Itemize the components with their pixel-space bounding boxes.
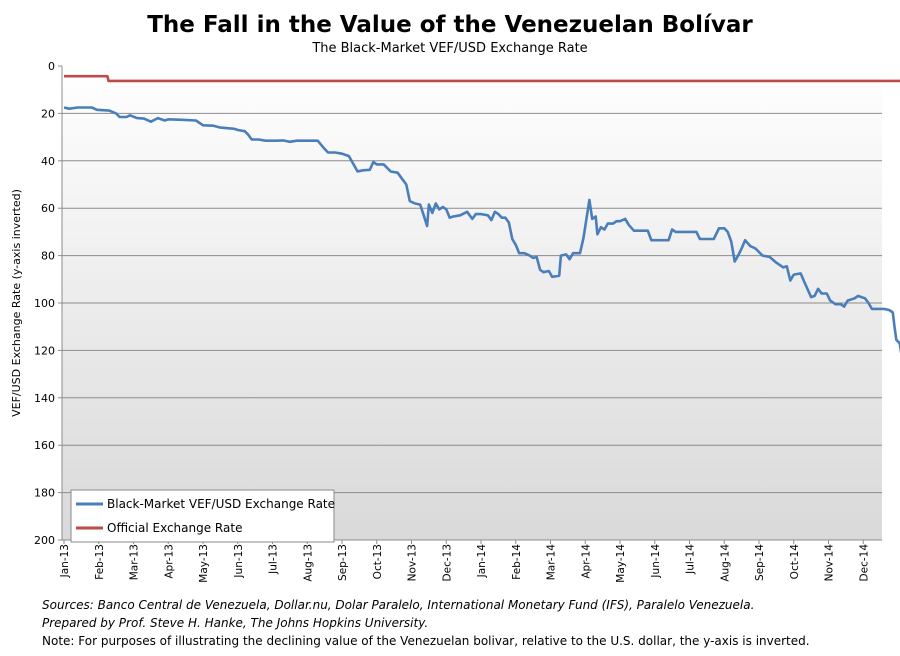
x-tick-label: Jun-13 [233,544,245,579]
legend-label-black-market: Black-Market VEF/USD Exchange Rate [107,497,335,511]
footer-prepared-by: Prepared by Prof. Steve H. Hanke, The Jo… [42,616,429,630]
x-tick-label: Jul-14 [685,544,697,575]
x-tick-label: Jun-14 [650,544,662,579]
x-tick-label: Oct-13 [372,544,384,579]
legend-box [70,489,335,543]
y-tick-label: 200 [34,534,55,547]
y-tick-label: 140 [34,392,55,405]
x-tick-label: Apr-14 [580,544,592,579]
chart-subtitle: The Black-Market VEF/USD Exchange Rate [312,41,588,56]
y-tick-label: 180 [34,487,55,500]
footer-note: Note: For purposes of illustrating the d… [42,634,810,648]
y-tick-label: 100 [34,297,55,310]
chart-title: The Fall in the Value of the Venezuelan … [147,12,753,38]
series-lines [63,74,900,354]
y-tick-label: 0 [48,60,55,73]
x-tick-label: Mar-14 [546,544,558,581]
x-tick-label: Mar-13 [129,544,141,580]
x-tick-label: Jan-13 [59,544,71,578]
gridlines [62,112,882,494]
y-tick-label: 80 [41,250,55,263]
y-axis-label: VEF/USD Exchange Rate (y-axis inverted) [10,189,23,417]
x-tick-label: Sep-14 [754,544,766,581]
x-tick-label: Nov-14 [824,544,836,582]
x-tick-label: May-13 [198,544,210,583]
x-tick-label: Aug-13 [302,544,314,582]
x-tick-label: Aug-14 [719,544,731,582]
y-tick-label: 120 [34,344,55,357]
footer-sources: Sources: Banco Central de Venezuela, Dol… [42,598,755,612]
y-tick-label: 60 [41,202,55,215]
series-black-market-line [63,106,900,354]
x-tick-label: Dec-13 [441,544,453,581]
legend: Black-Market VEF/USD Exchange Rate Offic… [70,489,335,543]
x-tick-label: Dec-14 [858,544,870,582]
x-tick-label: Jan-14 [476,544,488,579]
x-tick-label: Oct-14 [789,544,801,580]
axes: 0 20 40 60 80 100 120 140 160 180 200 Jan-13 Feb-13 M… [10,60,882,583]
series-official-line [64,74,900,83]
legend-label-official: Official Exchange Rate [107,521,242,535]
x-tick-label: Sep-13 [337,544,349,581]
x-tick-label: Jul-13 [268,544,280,575]
x-tick-label: May-14 [615,544,627,583]
y-tick-label: 20 [41,107,55,120]
x-tick-label: Feb-13 [94,544,106,580]
x-tick-label: Nov-13 [407,544,419,581]
x-tick-label: Feb-14 [511,544,523,580]
y-tick-label: 160 [34,439,55,452]
x-tick-label: Apr-13 [163,544,175,579]
y-tick-label: 40 [41,155,55,168]
